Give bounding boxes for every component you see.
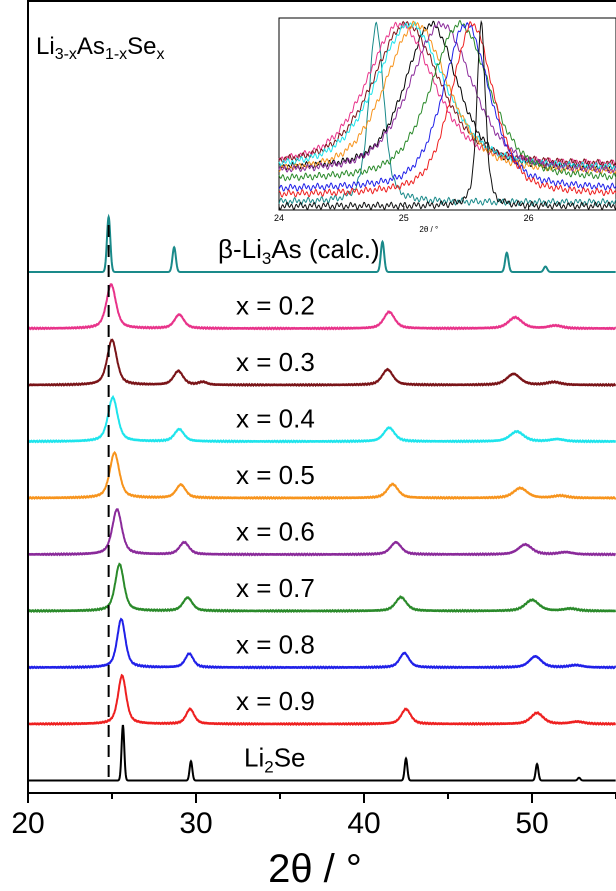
series-label: x = 0.9 bbox=[236, 686, 315, 716]
inset-plot: 24 25 26 2θ / ° bbox=[274, 17, 616, 234]
series-label: x = 0.6 bbox=[236, 517, 315, 547]
inset-x-tick-label: 25 bbox=[399, 213, 409, 223]
inset-series-line bbox=[278, 19, 616, 182]
x-axis-label: 2θ / ° bbox=[268, 847, 362, 891]
series-label: β-Li3As (calc.) bbox=[218, 234, 380, 268]
series-line bbox=[27, 450, 616, 501]
series-label: x = 0.2 bbox=[236, 291, 315, 321]
inset-series-line bbox=[278, 21, 616, 168]
series-line bbox=[27, 562, 616, 614]
series-line bbox=[27, 673, 616, 727]
series-label: x = 0.8 bbox=[236, 630, 315, 660]
inset-x-axis-label: 2θ / ° bbox=[419, 225, 438, 234]
series-line bbox=[27, 617, 616, 670]
x-tick-label: 20 bbox=[11, 807, 44, 840]
series-line bbox=[28, 213, 616, 273]
inset-x-tick-label: 26 bbox=[524, 213, 534, 223]
inset-series-line bbox=[278, 22, 616, 192]
inset-series-line bbox=[278, 20, 616, 174]
series-label: x = 0.4 bbox=[236, 404, 315, 434]
series-line bbox=[28, 724, 616, 782]
series-line bbox=[27, 338, 616, 388]
series-label: Li2Se bbox=[244, 743, 306, 777]
series-label: x = 0.5 bbox=[236, 460, 315, 490]
chart-title: Li3-xAs1-xSex bbox=[36, 33, 165, 63]
main-plot-area: β-Li3As (calc.) x = 0.2 x = 0.3 x = 0.4 x = … bbox=[27, 213, 616, 783]
series-line bbox=[27, 283, 616, 331]
inset-series-line bbox=[278, 21, 616, 198]
main-axes: 20 30 40 50 bbox=[11, 0, 616, 840]
series-label: x = 0.7 bbox=[236, 573, 315, 603]
series-label: x = 0.3 bbox=[236, 347, 315, 377]
inset-series-line bbox=[278, 21, 616, 171]
series-line bbox=[27, 394, 616, 444]
x-tick-label: 50 bbox=[515, 807, 548, 840]
series-line bbox=[27, 508, 616, 557]
inset-x-tick-label: 24 bbox=[274, 213, 284, 223]
x-tick-label: 40 bbox=[347, 807, 380, 840]
inset-frame bbox=[278, 17, 616, 211]
inset-series-line bbox=[278, 19, 616, 211]
x-tick-label: 30 bbox=[179, 807, 212, 840]
